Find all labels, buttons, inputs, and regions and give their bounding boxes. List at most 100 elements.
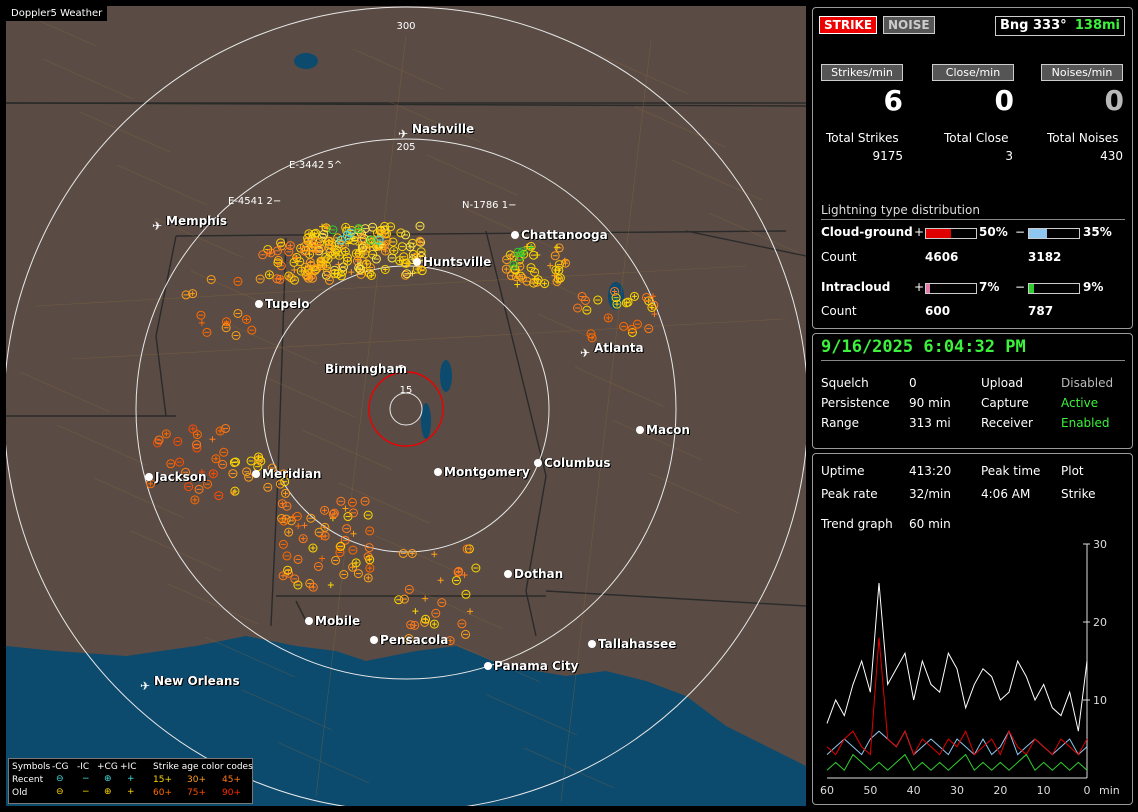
city-label: Panama City <box>494 659 579 673</box>
strike-mark <box>611 293 621 303</box>
persistence-value: 90 min <box>909 396 951 410</box>
trend-x-tick-label: 60 <box>820 784 834 797</box>
strike-mark <box>553 244 560 251</box>
strike-mark <box>404 584 414 594</box>
age-15-label: 15+ <box>153 775 172 785</box>
uptime-label: Uptime <box>821 464 865 478</box>
strike-mark <box>612 288 618 294</box>
strike-map[interactable]: 300 205 15 E-3442 5^ E-4541 2− N-1786 1− <box>6 6 806 806</box>
strike-mark <box>342 249 348 255</box>
strike-mark <box>550 251 560 261</box>
strike-mark <box>365 575 371 581</box>
strike-mark <box>391 248 397 254</box>
strike-mark <box>416 247 426 257</box>
strike-mark <box>356 269 366 279</box>
strike-mark <box>292 511 302 521</box>
state-border <box>485 230 547 637</box>
strike-mark <box>382 266 388 272</box>
strike-mark <box>319 223 326 230</box>
road-line <box>338 482 430 524</box>
strike-mark <box>403 260 409 266</box>
state-border <box>295 600 307 622</box>
strike-mark <box>278 539 288 549</box>
distribution-divider <box>821 219 1125 220</box>
trend-series-line <box>826 753 1088 771</box>
road-line <box>426 154 518 196</box>
strike-mark <box>328 225 338 235</box>
strike-mark <box>351 558 361 568</box>
plot-value[interactable]: Strike <box>1061 487 1096 501</box>
pos-cg-recent-icon: ⊕ <box>104 774 112 784</box>
strike-mark <box>348 508 358 518</box>
road-line <box>190 270 282 312</box>
trend-graph-value[interactable]: 60 min <box>909 517 951 531</box>
strike-mark <box>279 516 289 526</box>
strike-mark <box>218 459 228 469</box>
strike-mark <box>461 571 468 578</box>
plot-label: Plot <box>1061 464 1084 478</box>
strikes-per-min-header[interactable]: Strikes/min <box>821 64 903 81</box>
road-line <box>79 111 171 153</box>
strike-mark <box>456 568 462 574</box>
peak-rate-label: Peak rate <box>821 487 878 501</box>
strike-mark <box>551 272 558 279</box>
strike-mark <box>331 555 341 565</box>
strike-mark <box>308 582 318 592</box>
upload-value: Disabled <box>1061 376 1114 390</box>
cg-pos-count: 4606 <box>925 250 959 264</box>
strike-mark <box>364 543 374 553</box>
strike-mark <box>339 569 349 579</box>
road-line <box>389 101 481 143</box>
strike-mark <box>529 250 539 260</box>
road-line <box>153 217 245 259</box>
strike-mark <box>547 262 554 269</box>
state-border <box>270 237 287 627</box>
total-strikes-label: Total Strikes <box>826 131 899 145</box>
strike-mark <box>416 251 426 261</box>
close-per-min-header[interactable]: Close/min <box>932 64 1014 81</box>
strike-mark <box>353 560 359 566</box>
road-line <box>315 35 407 797</box>
strike-mark <box>291 267 298 274</box>
strike-mark <box>644 324 654 334</box>
total-noises-label: Total Noises <box>1047 131 1119 145</box>
cg-neg-count: 3182 <box>1028 250 1062 264</box>
strike-mark <box>166 459 176 469</box>
strike-mark <box>228 469 238 479</box>
strike-mark <box>188 424 198 434</box>
strike-mark <box>467 608 474 615</box>
road-line <box>301 429 393 471</box>
strike-mark <box>233 276 243 286</box>
strike-mark <box>623 297 633 307</box>
squelch-label: Squelch <box>821 376 869 390</box>
strike-mark <box>336 541 346 551</box>
storm-tag: E-3442 5^ <box>289 160 342 171</box>
strike-mark <box>242 467 252 477</box>
legend-symbols-title: Symbols <box>12 762 51 772</box>
strike-button[interactable]: STRIKE <box>819 16 878 34</box>
strike-mark <box>148 481 154 487</box>
bearing-value: Bng 333° <box>1000 18 1067 33</box>
strike-mark <box>181 467 191 477</box>
noises-per-min-header[interactable]: Noises/min <box>1041 64 1123 81</box>
strike-mark <box>324 275 334 285</box>
strike-mark <box>284 527 294 537</box>
strike-mark <box>368 222 378 232</box>
strike-mark <box>161 429 171 439</box>
strike-mark <box>304 265 314 275</box>
strike-mark <box>332 270 338 276</box>
strike-mark <box>194 432 200 438</box>
strike-mark <box>417 261 427 271</box>
trend-series-line <box>826 637 1088 756</box>
strike-mark <box>401 230 411 240</box>
strike-mark <box>283 490 289 496</box>
strike-mark <box>388 237 398 247</box>
strike-mark <box>554 260 564 270</box>
strike-mark <box>353 569 363 579</box>
ic-pos-sign: + <box>914 280 925 294</box>
strike-mark <box>217 428 223 434</box>
noise-button[interactable]: NOISE <box>883 16 935 34</box>
strike-mark <box>184 482 194 492</box>
strike-mark <box>415 236 425 246</box>
strike-mark <box>286 529 292 535</box>
